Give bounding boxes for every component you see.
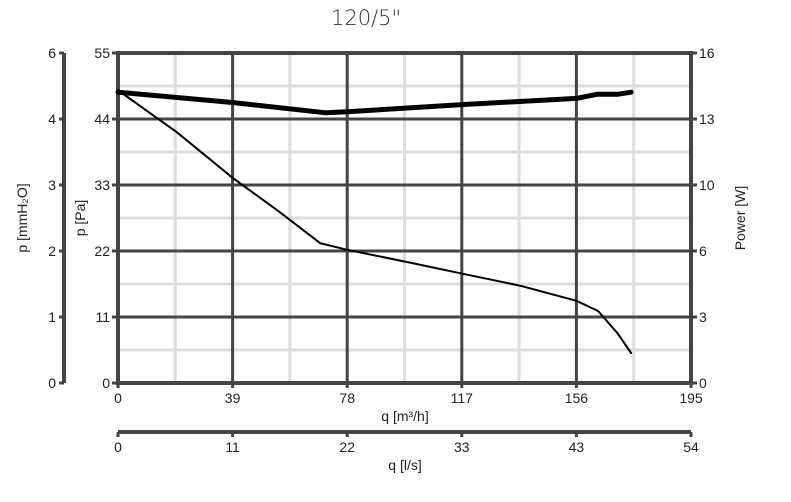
chart-title: 120/5" — [331, 6, 402, 30]
power-axis-title: Power [W] — [732, 186, 748, 251]
minor-grid — [118, 53, 691, 383]
m3h-tick-label: 39 — [225, 390, 241, 406]
axes — [59, 51, 697, 437]
major-grid — [118, 53, 691, 383]
x-axis-title: q [m³/h] — [381, 408, 428, 424]
mmh2o-tick-label: 2 — [48, 243, 56, 259]
mmh2o-tick-label: 3 — [48, 177, 56, 193]
curves — [115, 89, 634, 354]
power-curve — [115, 89, 634, 116]
ls-tick-label: 11 — [225, 439, 240, 455]
pa-tick-label: 0 — [102, 375, 110, 391]
m3h-tick-label: 156 — [565, 390, 589, 406]
pa-axis-title: p [Pa] — [72, 200, 88, 237]
pressure-curve — [117, 89, 633, 354]
plot-frame — [116, 51, 693, 385]
ls-tick-label: 43 — [569, 439, 585, 455]
pa-tick-label: 33 — [94, 177, 110, 193]
mmh2o-tick-label: 0 — [48, 375, 56, 391]
mmh2o-tick-label: 1 — [48, 309, 56, 325]
power-tick-label: 13 — [699, 111, 715, 127]
pa-tick-label: 22 — [94, 243, 110, 259]
x-axis-secondary-title: q [l/s] — [388, 457, 421, 473]
pa-tick-label: 11 — [95, 309, 110, 325]
mmh2o-tick-label: 6 — [48, 45, 56, 61]
power-tick-label: 16 — [699, 45, 715, 61]
m3h-tick-label: 0 — [114, 390, 122, 406]
m3h-tick-label: 195 — [679, 390, 703, 406]
pa-tick-label: 44 — [94, 111, 110, 127]
ls-tick-label: 54 — [683, 439, 699, 455]
ls-tick-label: 33 — [454, 439, 470, 455]
ls-tick-label: 22 — [339, 439, 355, 455]
ls-tick-label: 0 — [114, 439, 122, 455]
power-tick-label: 3 — [699, 309, 707, 325]
mmh2o-tick-label: 4 — [48, 111, 56, 127]
m3h-tick-label: 78 — [339, 390, 355, 406]
power-tick-label: 0 — [699, 375, 707, 391]
power-tick-label: 6 — [699, 243, 707, 259]
power-tick-label: 10 — [699, 177, 715, 193]
m3h-tick-label: 117 — [451, 390, 474, 406]
mmh2o-axis-title: p [mmH₂O] — [14, 183, 30, 252]
pa-tick-label: 55 — [94, 45, 110, 61]
